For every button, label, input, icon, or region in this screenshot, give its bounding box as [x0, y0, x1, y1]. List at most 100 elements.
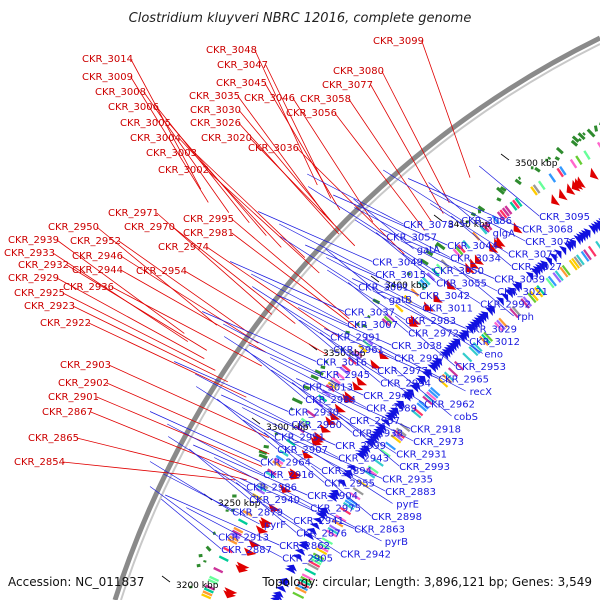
reverse-gene-label: CKR_2973: [413, 437, 464, 448]
reverse-gene-label: CKR_2863: [354, 525, 405, 536]
reverse-gene-label: CKR_2898: [371, 512, 422, 523]
reverse-leader-line: [375, 232, 437, 283]
tick-label: 3400 kbp: [385, 281, 428, 291]
reverse-gene-arrow: [431, 360, 441, 369]
reverse-gene-label: CKR_2918: [410, 425, 461, 436]
category-mark: [383, 315, 393, 325]
category-mark: [298, 578, 311, 586]
reverse-gene-arrow: [393, 403, 404, 411]
reverse-leader-line: [149, 461, 233, 512]
reverse-gene-label: CKR_2984: [305, 395, 356, 406]
forward-leader-line: [108, 364, 269, 438]
forward-gene-label: CKR_2903: [60, 360, 111, 371]
reverse-leader-line: [326, 257, 423, 308]
reverse-leader-line: [214, 457, 311, 508]
reverse-gene-label: rph: [517, 312, 534, 323]
reverse-gene-label: CKR_3057: [386, 233, 437, 244]
category-mark: [335, 514, 347, 523]
forward-gene-label: CKR_2923: [24, 301, 75, 312]
reverse-leader-line: [299, 319, 378, 371]
forward-gene-label: CKR_2922: [40, 318, 91, 329]
category-mark: [358, 344, 368, 353]
forward-leader-line: [421, 40, 471, 178]
gc-mark: [406, 272, 411, 276]
reverse-gene-label: gatA: [417, 245, 440, 256]
category-mark: [265, 471, 276, 479]
feature-tracks: [189, 122, 600, 600]
forward-gene-label: CKR_2939: [8, 235, 59, 246]
category-mark: [230, 532, 241, 540]
reverse-gene-label: pyrF: [264, 520, 286, 531]
category-mark: [392, 432, 404, 442]
forward-leader-line: [249, 137, 356, 247]
reverse-leader-line: [401, 240, 498, 292]
reverse-gene-label: CKR_2947: [363, 391, 414, 402]
reverse-leader-line: [277, 294, 392, 346]
gc-mark: [367, 314, 371, 319]
reverse-leader-line: [380, 228, 495, 279]
gc-mark: [258, 453, 268, 460]
category-mark: [364, 470, 376, 479]
reverse-gene-label: CKR_3050: [433, 266, 484, 277]
tick-label: 3300 kbp: [266, 423, 309, 433]
reverse-gene-label: CKR_2965: [438, 375, 489, 386]
category-mark: [426, 272, 436, 282]
category-mark: [537, 180, 546, 191]
forward-gene-arrow: [356, 376, 368, 386]
category-mark: [335, 371, 345, 380]
category-mark: [462, 352, 473, 363]
forward-gene-arrow: [470, 258, 480, 269]
forward-gene-label: CKR_2854: [14, 457, 65, 468]
reverse-gene-label: CKR_3055: [436, 279, 487, 290]
category-mark: [321, 537, 334, 546]
reverse-gene-label: CKR_3011: [422, 304, 473, 315]
category-mark: [419, 278, 429, 288]
gc-mark: [203, 559, 207, 563]
forward-gene-label: CKR_2974: [158, 242, 209, 253]
category-mark: [205, 584, 216, 591]
category-mark: [583, 249, 592, 261]
forward-gene-arrow: [310, 436, 323, 446]
gc-mark: [578, 137, 582, 142]
category-mark: [237, 518, 248, 526]
reverse-leader-line: [305, 244, 420, 296]
category-mark: [213, 566, 224, 574]
gc-mark: [496, 197, 502, 202]
category-mark: [426, 391, 437, 401]
reverse-gene-label: pyrE: [396, 500, 419, 511]
forward-leader-line: [156, 106, 250, 224]
reverse-gene-arrow: [588, 224, 596, 235]
category-mark: [296, 583, 309, 592]
gc-mark: [425, 249, 434, 257]
reverse-leader-line: [224, 336, 303, 387]
reverse-gene-label: CKR_3086: [461, 216, 512, 227]
reverse-gene-arrow: [429, 362, 439, 371]
reverse-leader-line: [369, 340, 466, 392]
forward-gene-label: CKR_3030: [190, 105, 241, 116]
reverse-leader-line: [296, 378, 411, 429]
forward-gene-labels: CKR_3099 CKR_3048 CKR_3047 CKR_3080 CKR_3014…: [4, 36, 471, 481]
reverse-leader-line: [271, 369, 350, 421]
category-mark: [416, 402, 428, 412]
category-mark: [327, 526, 339, 535]
reverse-gene-arrow: [473, 317, 483, 327]
reverse-gene-arrow: [421, 371, 431, 380]
gc-mark: [465, 220, 469, 224]
category-mark: [536, 284, 546, 296]
reverse-leader-line: [196, 386, 275, 437]
category-mark: [201, 593, 212, 600]
reverse-gene-label: glgA: [493, 229, 515, 240]
reverse-leader-line: [317, 390, 414, 442]
reverse-leader-line: [308, 186, 387, 237]
category-mark: [318, 542, 331, 551]
gc-mark: [302, 384, 311, 391]
reverse-leader-line: [291, 382, 353, 433]
reverse-gene-arrow: [554, 249, 562, 259]
forward-gene-label: CKR_2932: [18, 260, 69, 271]
category-mark: [472, 341, 483, 353]
forward-leader-line: [296, 147, 405, 255]
reverse-leader-line: [355, 219, 434, 271]
category-mark: [501, 207, 510, 217]
reverse-leader-line: [216, 398, 278, 450]
forward-gene-label: CKR_3046: [244, 93, 295, 104]
